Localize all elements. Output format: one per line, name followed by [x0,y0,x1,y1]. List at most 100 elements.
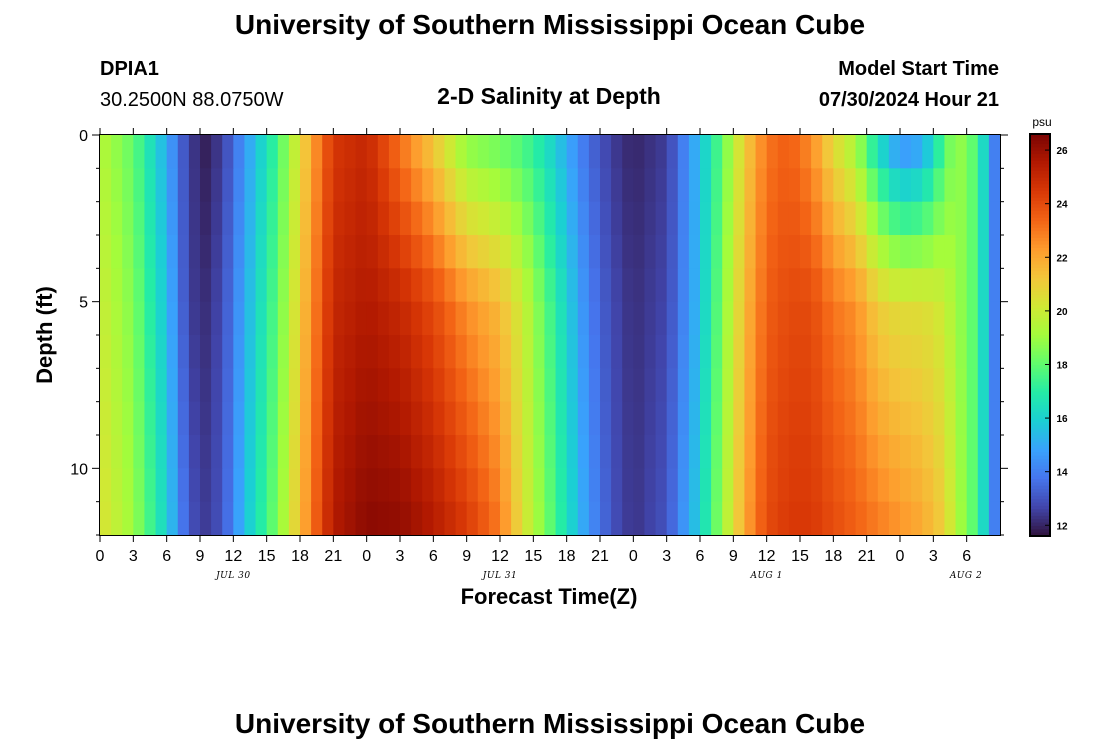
heatmap-cell [988,168,1001,203]
heatmap-cell [233,468,246,503]
heatmap-cell [766,435,779,469]
heatmap-cell [388,235,401,269]
heatmap-cell [411,201,423,236]
colorbar-segment [1030,462,1050,467]
heatmap-cell [155,301,168,336]
colorbar-tick-label: 18 [1056,360,1068,371]
colorbar-segment [1030,355,1050,360]
heatmap-cell [755,368,768,403]
heatmap-cell [311,235,323,269]
heatmap-cell [400,168,412,203]
heatmap-cell [855,335,868,369]
heatmap-cell [277,201,290,236]
colorbar-segment [1030,190,1050,195]
colorbar-segment [1030,512,1050,517]
heatmap-cell [100,501,112,536]
heatmap-cell [188,235,201,269]
heatmap-cell [766,201,779,236]
heatmap-cell [688,401,701,436]
heatmap-cell [400,468,412,503]
y-axis: 0 5 10 [70,128,1008,536]
heatmap-cell [755,468,768,503]
heatmap-cell [788,501,801,536]
heatmap-cell [600,135,612,169]
heatmap-cell [711,468,723,503]
colorbar-segment [1030,358,1050,363]
colorbar-segment [1030,251,1050,256]
heatmap-cell [744,268,757,303]
heatmap-cell [744,401,757,436]
heatmap-cell [622,501,634,536]
heatmap-cell [222,335,234,369]
heatmap-cell [555,435,568,469]
heatmap-cell [277,401,290,436]
heatmap-cell [333,168,346,203]
heatmap-cell [411,301,423,336]
heatmap-cell [133,201,146,236]
heatmap-cell [366,501,379,536]
heatmap-cell [633,501,646,536]
heatmap-cell [433,301,446,336]
heatmap-cell [366,135,379,169]
colorbar-segment [1030,479,1050,483]
heatmap-cell [566,368,579,403]
heatmap-cell [233,401,246,436]
heatmap-cell [322,135,334,169]
heatmap-cell [477,335,490,369]
heatmap-cell [844,268,857,303]
heatmap-cell [488,301,501,336]
heatmap-cell [155,168,168,203]
colorbar-segment [1030,224,1050,229]
heatmap-cell [900,235,912,269]
heatmap-cell [344,301,357,336]
heatmap-cell [566,168,579,203]
heatmap-cell [611,268,623,303]
heatmap-cell [544,135,557,169]
colorbar-segment [1030,475,1050,480]
heatmap-cell [500,501,512,536]
heatmap-cell [277,301,290,336]
heatmap-cell [811,168,823,203]
heatmap-cell [577,301,590,336]
heatmap-cell [377,501,390,536]
heatmap-cell [477,135,490,169]
heatmap-cell [655,468,668,503]
heatmap-cell [422,501,434,536]
heatmap-cell [555,201,568,236]
heatmap-cell [977,435,990,469]
colorbar-segment [1030,321,1050,326]
date-label: JUL 30 [214,571,250,581]
heatmap-cell [211,201,223,236]
heatmap-cell [944,501,957,536]
heatmap-cell [233,368,246,403]
heatmap-cell [522,235,534,269]
colorbar-segment [1030,495,1050,500]
heatmap-cell [500,335,512,369]
colorbar-segment [1030,214,1050,219]
heatmap-cell [966,301,979,336]
heatmap-cell [222,501,234,536]
heatmap-cell [533,301,546,336]
heatmap-cell [577,201,590,236]
heatmap-cell [844,401,857,436]
heatmap-cell [555,501,568,536]
x-tick-label: 3 [396,548,405,565]
heatmap-cell [944,268,957,303]
heatmap-cell [966,168,979,203]
heatmap-cell [966,435,979,469]
heatmap-cell [766,301,779,336]
heatmap-cell [155,468,168,503]
heatmap-cell [633,168,646,203]
heatmap-cell [255,501,268,536]
heatmap-cell [955,201,968,236]
heatmap-cell [611,435,623,469]
heatmap-cell [744,468,757,503]
heatmap-cell [444,501,457,536]
heatmap-cell [388,401,401,436]
colorbar-segment [1030,187,1050,192]
heatmap-cell [233,168,246,203]
heatmap-cell [577,368,590,403]
heatmap-cell [466,135,479,169]
heatmap-cell [122,201,134,236]
heatmap-cell [244,268,257,303]
